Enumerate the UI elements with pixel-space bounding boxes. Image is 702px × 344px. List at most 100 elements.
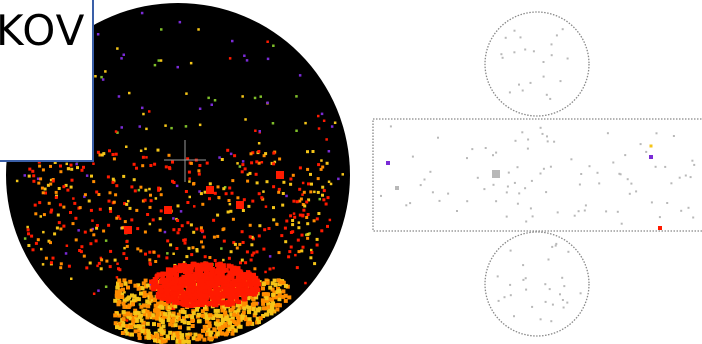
hit-marker: [128, 91, 131, 95]
hit-marker: [283, 226, 287, 230]
hit-marker: [239, 291, 244, 296]
hit-marker: [522, 264, 525, 267]
hit-marker: [247, 271, 252, 277]
hit-marker: [209, 280, 215, 285]
hit-marker: [176, 320, 179, 323]
hit-marker: [202, 337, 207, 342]
hit-marker: [254, 129, 257, 132]
hit-marker: [167, 153, 171, 157]
hit-marker: [241, 310, 246, 315]
hit-marker: [531, 215, 534, 218]
hit-marker: [251, 297, 256, 302]
hit-marker: [244, 304, 249, 309]
hit-marker: [137, 336, 142, 340]
hit-marker: [184, 281, 190, 287]
hit-marker: [38, 201, 42, 205]
hit-marker: [271, 292, 276, 297]
hit-marker: [248, 235, 252, 239]
hit-marker: [306, 150, 309, 154]
hit-marker: [123, 291, 126, 294]
hit-marker: [122, 53, 125, 56]
hit-marker: [96, 150, 100, 154]
hit-marker: [196, 288, 201, 294]
hit-marker: [522, 278, 525, 281]
hit-marker: [300, 233, 304, 237]
hit-marker: [34, 241, 38, 245]
hit-marker: [645, 150, 648, 153]
hit-marker: [655, 132, 658, 135]
hit-marker: [148, 110, 151, 113]
hit-marker: [181, 283, 186, 288]
hit-marker: [185, 264, 191, 269]
hit-marker: [214, 290, 219, 295]
hit-marker: [219, 314, 223, 319]
hit-marker: [171, 271, 177, 276]
hit-marker: [257, 161, 261, 165]
hit-marker: [217, 326, 222, 331]
hit-marker: [133, 283, 138, 288]
hit-marker: [547, 258, 550, 261]
hit-marker: [518, 83, 520, 86]
hit-marker: [195, 248, 199, 251]
hit-marker: [116, 302, 121, 307]
hit-marker: [220, 300, 225, 305]
hit-marker: [175, 281, 180, 286]
hit-marker: [521, 131, 524, 134]
hit-marker: [209, 330, 214, 335]
hit-marker: [70, 277, 73, 280]
hit-marker: [255, 181, 259, 185]
hit-marker: [157, 295, 162, 300]
hit-marker: [183, 238, 187, 242]
hit-marker: [255, 160, 259, 164]
hit-marker: [456, 210, 458, 212]
hit-marker: [141, 309, 146, 314]
hit-marker: [168, 167, 172, 171]
hit-marker: [203, 275, 208, 281]
hit-marker: [158, 228, 162, 232]
hit-marker: [98, 207, 102, 211]
hit-marker: [108, 149, 111, 153]
hit-marker: [190, 324, 195, 328]
hit-marker: [300, 249, 304, 253]
label-box: KOV: [0, 0, 94, 162]
hit-marker: [120, 292, 125, 297]
hit-marker: [242, 316, 247, 321]
hit-marker: [542, 75, 545, 78]
hit-marker: [178, 278, 183, 283]
hit-marker: [157, 188, 161, 192]
hit-marker: [616, 210, 619, 213]
hit-marker: [200, 313, 205, 318]
hit-marker: [272, 162, 276, 166]
hit-marker: [165, 287, 170, 293]
hit-marker: [122, 252, 126, 256]
hit-marker: [612, 161, 615, 164]
hit-marker: [157, 254, 161, 258]
hit-marker: [41, 168, 45, 172]
hit-marker: [15, 179, 19, 183]
hit-marker: [277, 293, 282, 298]
hit-marker: [215, 319, 220, 324]
hit-marker: [164, 165, 168, 169]
hit-marker: [49, 182, 53, 186]
hit-marker: [273, 160, 277, 164]
hit-marker: [231, 179, 235, 183]
hit-marker: [240, 313, 245, 318]
hit-marker: [115, 216, 119, 220]
hit-marker: [277, 190, 281, 194]
hit-marker: [241, 160, 245, 163]
hit-marker: [223, 275, 229, 280]
hit-marker: [41, 263, 45, 266]
hit-marker: [186, 201, 190, 204]
hit-marker: [545, 93, 548, 96]
hit-marker: [131, 316, 136, 320]
hit-marker: [298, 166, 302, 170]
top-endcap-outline: [484, 11, 590, 117]
hit-marker: [169, 280, 174, 286]
hit-marker: [226, 291, 231, 296]
hit-marker: [495, 151, 498, 154]
hit-marker: [172, 300, 177, 305]
hit-marker: [135, 166, 138, 170]
hit-marker: [184, 314, 189, 319]
hit-marker: [249, 152, 253, 156]
hit-marker: [208, 197, 211, 201]
